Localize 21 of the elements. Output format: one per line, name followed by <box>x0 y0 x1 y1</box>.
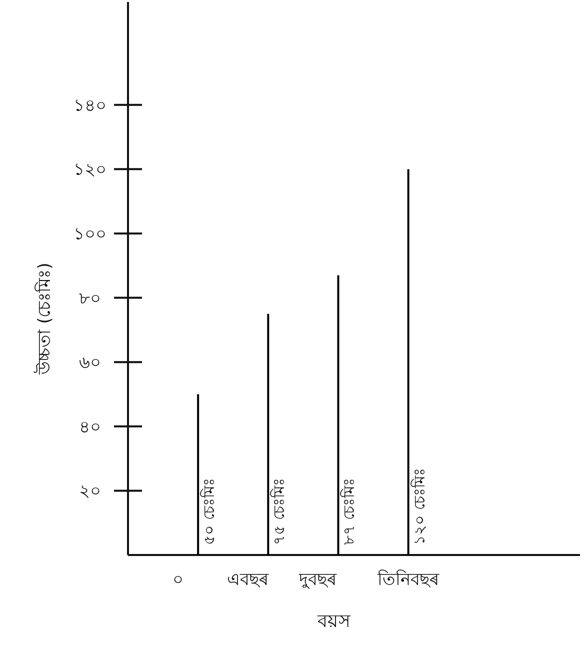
data-label: ৭৫ চেঃমিঃ <box>270 478 288 545</box>
bar <box>407 169 410 555</box>
bar <box>197 394 200 555</box>
x-tick-label: দুবছৰ <box>298 570 338 590</box>
bar <box>267 314 270 555</box>
y-axis-title: উচ্চতা (চেঃমিঃ) <box>34 262 55 376</box>
y-tick-label: ১২০ <box>74 160 106 180</box>
y-tick-label: ১৪০ <box>74 96 106 116</box>
y-tick-label: ৬০ <box>79 353 101 374</box>
data-label: ১২০ চেঃমিঃ <box>410 468 428 545</box>
y-tick-label: ১০০ <box>74 224 106 244</box>
bar <box>337 275 340 555</box>
y-tick-label: ২০ <box>79 482 101 502</box>
y-tick-label: ৪০ <box>79 417 101 438</box>
x-tick-label: এবছৰ <box>227 570 270 590</box>
x-tick-label: তিনিবছৰ <box>376 569 440 590</box>
data-label: ৫০ চেঃমিঃ <box>200 478 218 545</box>
x-tick-label: ০ <box>172 570 184 590</box>
y-tick-label: ৮০ <box>79 288 101 309</box>
data-label: ৮৭ চেঃমিঃ <box>340 478 358 545</box>
x-axis-title: বয়স <box>316 611 352 632</box>
